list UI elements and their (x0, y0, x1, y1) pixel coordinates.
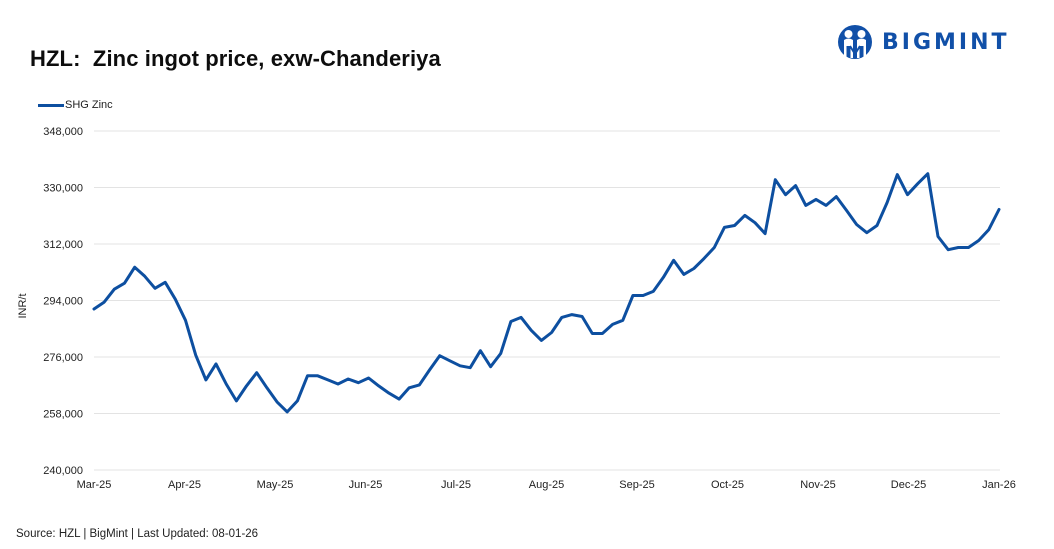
y-tick-label: 348,000 (43, 126, 83, 138)
y-tick-label: 312,000 (43, 239, 83, 251)
bigmint-logo-text: BIGMINT (882, 29, 1010, 55)
x-tick-label: May-25 (257, 479, 294, 491)
bigmint-logo: BIGMINT (836, 24, 1010, 60)
x-tick-label: Aug-25 (529, 479, 564, 491)
x-tick-label: Jul-25 (441, 479, 471, 491)
x-tick-label: Jan-26 (982, 479, 1016, 491)
legend-label-shg-zinc: SHG Zinc (65, 99, 113, 111)
x-tick-label: Sep-25 (619, 479, 654, 491)
chart-title: HZL: Zinc ingot price, exw-Chanderiya (30, 46, 441, 71)
y-axis-ticks: 240,000 258,000 276,000 294,000 312,000 330,0… (43, 126, 83, 477)
legend: SHG Zinc (38, 99, 113, 111)
source-note: Source: HZL | BigMint | Last Updated: 08… (16, 528, 259, 540)
y-tick-label: 330,000 (43, 183, 83, 195)
x-axis-ticks: Mar-25 Apr-25 May-25 Jun-25 Jul-25 Aug-25 Sep-… (77, 479, 1016, 491)
y-tick-label: 294,000 (43, 296, 83, 308)
series-line-shg-zinc (92, 172, 1001, 414)
x-tick-label: Dec-25 (891, 479, 926, 491)
y-tick-label: 276,000 (43, 352, 83, 364)
gridlines (94, 130, 1000, 471)
legend-swatch-shg-zinc (38, 103, 64, 107)
y-tick-label: 258,000 (43, 409, 83, 421)
x-tick-label: Nov-25 (800, 479, 835, 491)
x-tick-label: Jun-25 (349, 479, 383, 491)
x-tick-label: Apr-25 (168, 479, 201, 491)
bigmint-logo-icon (838, 25, 872, 59)
y-tick-label: 240,000 (43, 465, 83, 477)
x-tick-label: Mar-25 (77, 479, 112, 491)
x-tick-label: Oct-25 (711, 479, 744, 491)
